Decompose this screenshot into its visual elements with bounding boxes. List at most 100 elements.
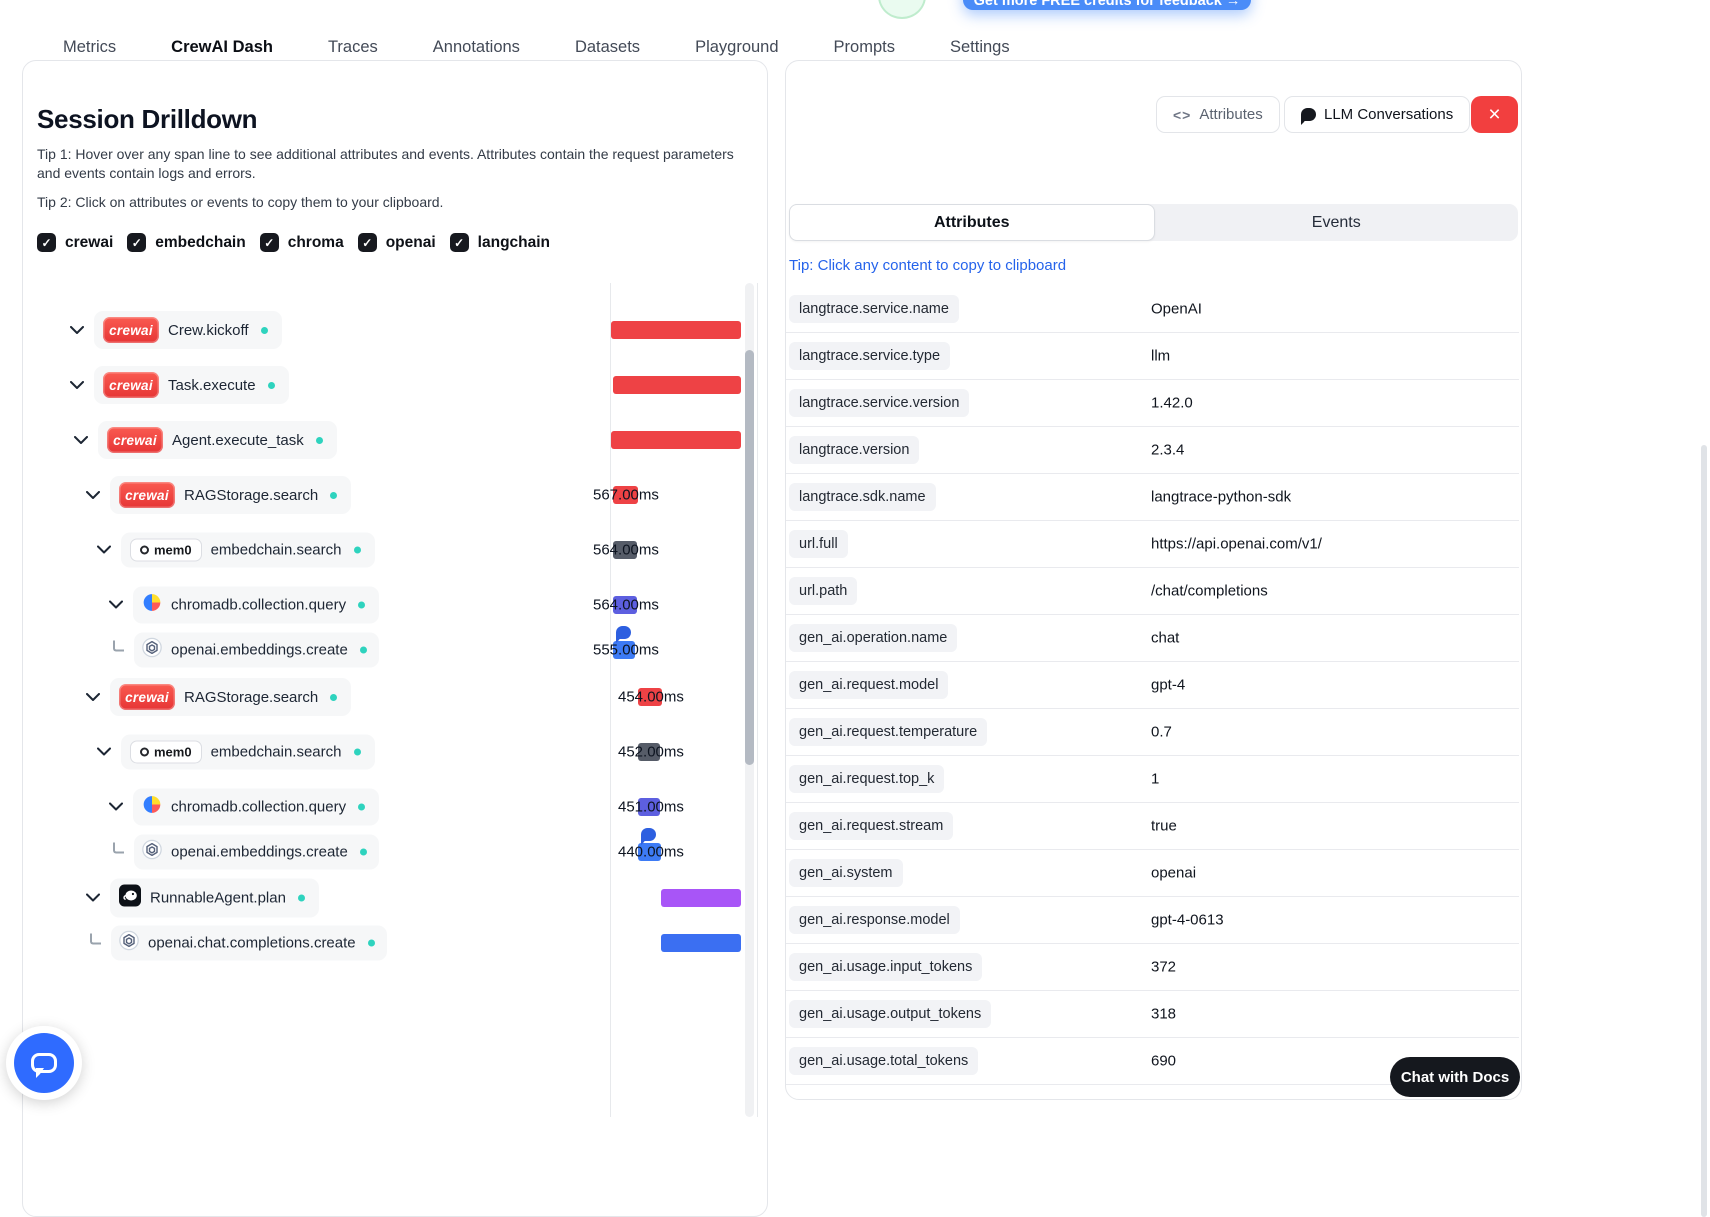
- span-pill[interactable]: crewai RAGStorage.search: [110, 476, 352, 514]
- attr-key-gen-ai-usage-input-tokens[interactable]: gen_ai.usage.input_tokens: [789, 953, 983, 981]
- span-pill[interactable]: openai.embeddings.create: [134, 632, 379, 668]
- llm-conversations-button[interactable]: LLM Conversations: [1284, 96, 1471, 133]
- checkbox-checked-icon[interactable]: ✓: [127, 233, 147, 252]
- span-embedchain-search[interactable]: mem0 embedchain.search: [97, 532, 375, 568]
- attr-value-langtrace-version[interactable]: 2.3.4: [1151, 441, 1185, 459]
- attr-value-gen-ai-response-model[interactable]: gpt-4-0613: [1151, 911, 1224, 929]
- attr-key-langtrace-service-name[interactable]: langtrace.service.name: [789, 295, 959, 323]
- span-bar-chromadb-collection-query[interactable]: [613, 596, 637, 614]
- attr-key-gen-ai-usage-total-tokens[interactable]: gen_ai.usage.total_tokens: [789, 1047, 979, 1075]
- attributes-view-button[interactable]: <> Attributes: [1156, 96, 1280, 133]
- free-credits-button[interactable]: Get more FREE credits for feedback →: [963, 0, 1251, 10]
- chevron-down-icon[interactable]: [86, 893, 100, 903]
- span-bar-embedchain-search[interactable]: [638, 743, 660, 761]
- filter-openai[interactable]: ✓ openai: [357, 233, 436, 252]
- attr-value-gen-ai-usage-output-tokens[interactable]: 318: [1151, 1005, 1177, 1023]
- attr-value-gen-ai-request-temperature[interactable]: 0.7: [1151, 723, 1172, 741]
- nav-tab-settings[interactable]: Settings: [932, 30, 1028, 71]
- span-pill[interactable]: chromadb.collection.query: [133, 788, 380, 826]
- span-crew-kickoff[interactable]: crewai Crew.kickoff: [70, 311, 282, 349]
- span-bar-openai-embeddings-create[interactable]: [613, 641, 635, 659]
- nav-tab-datasets[interactable]: Datasets: [557, 30, 658, 71]
- attr-value-langtrace-service-name[interactable]: OpenAI: [1151, 300, 1202, 318]
- attr-key-langtrace-sdk-name[interactable]: langtrace.sdk.name: [789, 483, 936, 511]
- chevron-down-icon[interactable]: [86, 490, 100, 500]
- span-bar-openai-chat-completions-create[interactable]: [661, 934, 741, 952]
- span-ragstorage-search[interactable]: crewai RAGStorage.search: [86, 678, 352, 716]
- attr-value-gen-ai-operation-name[interactable]: chat: [1151, 629, 1180, 647]
- llm-chat-bubble-icon[interactable]: [616, 626, 631, 643]
- span-bar-runnableagent-plan[interactable]: [661, 889, 741, 907]
- span-pill[interactable]: crewai RAGStorage.search: [110, 678, 352, 716]
- attr-value-gen-ai-request-top-k[interactable]: 1: [1151, 770, 1160, 788]
- chat-launcher-button[interactable]: [6, 1026, 82, 1100]
- close-panel-button[interactable]: ×: [1471, 96, 1518, 133]
- attr-value-gen-ai-request-model[interactable]: gpt-4: [1151, 676, 1186, 694]
- span-pill[interactable]: openai.chat.completions.create: [111, 925, 387, 961]
- page-scrollbar[interactable]: [1701, 445, 1707, 1217]
- chevron-down-icon[interactable]: [109, 802, 123, 812]
- span-bar-chromadb-collection-query[interactable]: [638, 798, 660, 816]
- span-chromadb-collection-query[interactable]: chromadb.collection.query: [109, 788, 380, 826]
- attr-key-gen-ai-request-model[interactable]: gen_ai.request.model: [789, 671, 949, 699]
- attr-key-langtrace-version[interactable]: langtrace.version: [789, 436, 920, 464]
- span-pill[interactable]: mem0 embedchain.search: [121, 532, 375, 568]
- copy-tip-link[interactable]: Tip: Click any content to copy to clipbo…: [789, 257, 1067, 274]
- filter-chroma[interactable]: ✓ chroma: [259, 233, 344, 252]
- attr-value-gen-ai-request-stream[interactable]: true: [1151, 817, 1177, 835]
- llm-chat-bubble-icon[interactable]: [641, 828, 656, 845]
- checkbox-checked-icon[interactable]: ✓: [357, 233, 377, 252]
- attr-key-url-full[interactable]: url.full: [789, 530, 848, 558]
- chevron-down-icon[interactable]: [74, 435, 88, 445]
- span-pill[interactable]: mem0 embedchain.search: [121, 734, 375, 770]
- span-ragstorage-search[interactable]: crewai RAGStorage.search: [86, 476, 352, 514]
- span-bar-embedchain-search[interactable]: [613, 541, 637, 559]
- nav-tab-playground[interactable]: Playground: [677, 30, 796, 71]
- span-pill[interactable]: crewai Crew.kickoff: [94, 311, 282, 349]
- attr-value-url-full[interactable]: https://api.openai.com/v1/: [1151, 535, 1322, 553]
- attr-key-gen-ai-operation-name[interactable]: gen_ai.operation.name: [789, 624, 958, 652]
- detail-tab-events[interactable]: Events: [1155, 204, 1519, 241]
- span-bar-agent-execute-task[interactable]: [611, 431, 741, 449]
- attr-value-gen-ai-usage-input-tokens[interactable]: 372: [1151, 958, 1177, 976]
- span-pill[interactable]: chromadb.collection.query: [133, 586, 380, 624]
- attr-key-gen-ai-request-stream[interactable]: gen_ai.request.stream: [789, 812, 954, 840]
- span-pill[interactable]: openai.embeddings.create: [134, 834, 379, 870]
- span-embedchain-search[interactable]: mem0 embedchain.search: [97, 734, 375, 770]
- attr-key-langtrace-service-type[interactable]: langtrace.service.type: [789, 342, 951, 370]
- attr-key-gen-ai-response-model[interactable]: gen_ai.response.model: [789, 906, 960, 934]
- span-openai-embeddings-create[interactable]: openai.embeddings.create: [113, 834, 379, 870]
- attr-value-url-path[interactable]: /chat/completions: [1151, 582, 1268, 600]
- avatar[interactable]: [878, 0, 926, 19]
- span-chromadb-collection-query[interactable]: chromadb.collection.query: [109, 586, 380, 624]
- chevron-down-icon[interactable]: [70, 380, 84, 390]
- attr-value-langtrace-sdk-name[interactable]: langtrace-python-sdk: [1151, 488, 1292, 506]
- filter-crewai[interactable]: ✓ crewai: [37, 233, 113, 252]
- span-pill[interactable]: crewai Agent.execute_task: [98, 421, 337, 459]
- chevron-down-icon[interactable]: [70, 325, 84, 335]
- chat-with-docs-button[interactable]: Chat with Docs: [1390, 1057, 1520, 1097]
- filter-embedchain[interactable]: ✓ embedchain: [127, 233, 246, 252]
- span-bar-ragstorage-search[interactable]: [638, 688, 662, 706]
- attr-value-langtrace-service-type[interactable]: llm: [1151, 347, 1171, 365]
- detail-tab-attributes[interactable]: Attributes: [789, 204, 1155, 241]
- attr-value-gen-ai-system[interactable]: openai: [1151, 864, 1197, 882]
- chevron-down-icon[interactable]: [109, 600, 123, 610]
- chevron-down-icon[interactable]: [86, 692, 100, 702]
- tree-scrollbar-thumb[interactable]: [745, 350, 754, 765]
- span-agent-execute-task[interactable]: crewai Agent.execute_task: [74, 421, 337, 459]
- nav-tab-annotations[interactable]: Annotations: [415, 30, 538, 71]
- attr-key-gen-ai-request-temperature[interactable]: gen_ai.request.temperature: [789, 718, 988, 746]
- span-bar-ragstorage-search[interactable]: [613, 486, 638, 504]
- attr-key-url-path[interactable]: url.path: [789, 577, 858, 605]
- nav-tab-metrics[interactable]: Metrics: [45, 30, 134, 71]
- filter-langchain[interactable]: ✓ langchain: [449, 233, 550, 252]
- attr-key-gen-ai-usage-output-tokens[interactable]: gen_ai.usage.output_tokens: [789, 1000, 992, 1028]
- nav-tab-prompts[interactable]: Prompts: [816, 30, 913, 71]
- attr-key-gen-ai-request-top-k[interactable]: gen_ai.request.top_k: [789, 765, 945, 793]
- attr-key-gen-ai-system[interactable]: gen_ai.system: [789, 859, 903, 887]
- span-task-execute[interactable]: crewai Task.execute: [70, 366, 289, 404]
- span-pill[interactable]: crewai Task.execute: [94, 366, 289, 404]
- chevron-down-icon[interactable]: [97, 747, 111, 757]
- attr-key-langtrace-service-version[interactable]: langtrace.service.version: [789, 389, 970, 417]
